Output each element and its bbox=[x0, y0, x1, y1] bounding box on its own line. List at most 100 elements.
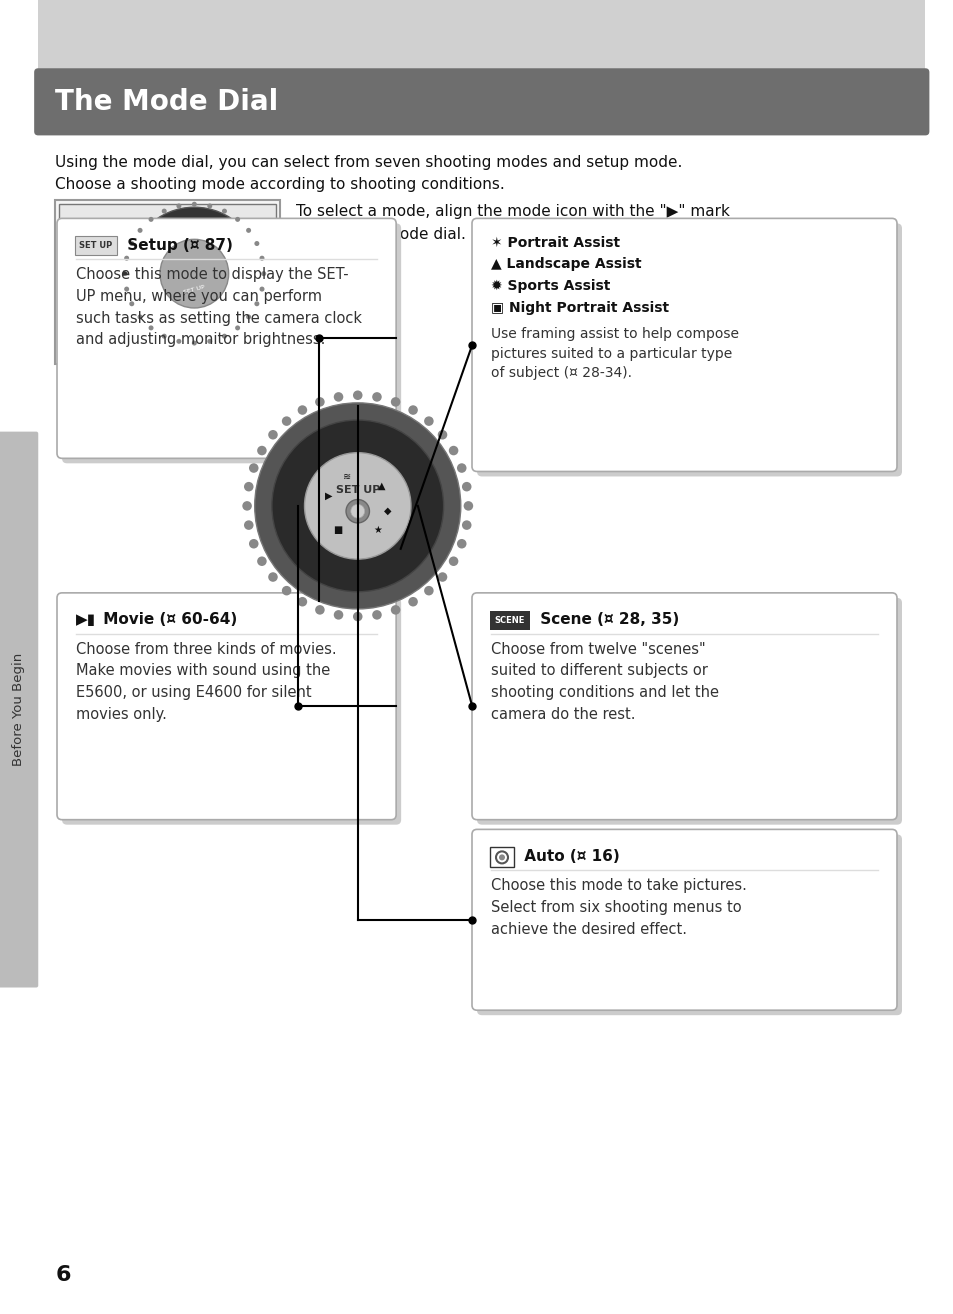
Circle shape bbox=[254, 240, 259, 246]
Text: Auto (¤ 16): Auto (¤ 16) bbox=[518, 849, 619, 863]
FancyBboxPatch shape bbox=[57, 218, 395, 459]
Text: Using the mode dial, you can select from seven shooting modes and setup mode.: Using the mode dial, you can select from… bbox=[55, 155, 682, 170]
Circle shape bbox=[351, 505, 364, 518]
Text: 6: 6 bbox=[55, 1265, 71, 1285]
Text: ◆: ◆ bbox=[384, 506, 392, 516]
Circle shape bbox=[437, 573, 447, 582]
Text: ■: ■ bbox=[333, 524, 342, 535]
Circle shape bbox=[261, 271, 266, 276]
Circle shape bbox=[244, 520, 253, 530]
Circle shape bbox=[456, 539, 466, 548]
Text: Choose from three kinds of movies.
Make movies with sound using the
E5600, or us: Choose from three kinds of movies. Make … bbox=[76, 641, 336, 721]
Circle shape bbox=[162, 334, 167, 339]
Text: The Mode Dial: The Mode Dial bbox=[55, 88, 278, 116]
Circle shape bbox=[207, 204, 213, 209]
FancyBboxPatch shape bbox=[476, 598, 901, 825]
Circle shape bbox=[249, 539, 258, 548]
Circle shape bbox=[346, 499, 369, 523]
Circle shape bbox=[254, 403, 460, 608]
Text: SET UP: SET UP bbox=[183, 284, 205, 294]
Circle shape bbox=[234, 326, 240, 330]
FancyBboxPatch shape bbox=[490, 611, 530, 629]
Circle shape bbox=[268, 573, 277, 582]
Text: Setup (¤ 87): Setup (¤ 87) bbox=[122, 238, 233, 252]
Text: SET UP: SET UP bbox=[335, 485, 379, 495]
Text: SCENE: SCENE bbox=[495, 616, 525, 625]
Circle shape bbox=[122, 271, 128, 276]
Text: ✹ Sports Assist: ✹ Sports Assist bbox=[491, 280, 610, 293]
Text: ★: ★ bbox=[373, 524, 381, 535]
Circle shape bbox=[254, 301, 259, 306]
Bar bbox=[38, 0, 924, 72]
Text: ▶: ▶ bbox=[122, 271, 128, 277]
Circle shape bbox=[257, 556, 267, 566]
FancyBboxPatch shape bbox=[476, 223, 901, 477]
FancyBboxPatch shape bbox=[34, 68, 928, 135]
Circle shape bbox=[463, 501, 473, 511]
Text: ✶ Portrait Assist: ✶ Portrait Assist bbox=[491, 235, 619, 250]
Circle shape bbox=[408, 405, 417, 415]
Bar bbox=[55, 200, 279, 364]
Circle shape bbox=[124, 256, 129, 260]
Circle shape bbox=[314, 397, 324, 406]
FancyBboxPatch shape bbox=[472, 829, 896, 1010]
Circle shape bbox=[391, 606, 400, 615]
FancyBboxPatch shape bbox=[490, 848, 514, 867]
Circle shape bbox=[176, 204, 181, 209]
Circle shape bbox=[149, 217, 153, 222]
Circle shape bbox=[176, 339, 181, 344]
Circle shape bbox=[268, 430, 277, 439]
Circle shape bbox=[130, 301, 134, 306]
Circle shape bbox=[137, 227, 142, 233]
Circle shape bbox=[257, 445, 267, 456]
Circle shape bbox=[192, 340, 196, 346]
Circle shape bbox=[128, 208, 260, 340]
Text: Choose this mode to take pictures.
Select from six shooting menus to
achieve the: Choose this mode to take pictures. Selec… bbox=[491, 878, 746, 937]
Circle shape bbox=[437, 430, 447, 439]
Circle shape bbox=[498, 854, 504, 861]
Text: Choose a shooting mode according to shooting conditions.: Choose a shooting mode according to shoo… bbox=[55, 177, 504, 192]
Text: Choose this mode to display the SET-
UP menu, where you can perform
such tasks a: Choose this mode to display the SET- UP … bbox=[76, 267, 361, 347]
Text: ▣ Night Portrait Assist: ▣ Night Portrait Assist bbox=[491, 301, 668, 315]
Circle shape bbox=[207, 339, 213, 344]
Text: Movie (¤ 60-64): Movie (¤ 60-64) bbox=[98, 612, 237, 627]
Text: ▲: ▲ bbox=[377, 481, 385, 491]
FancyBboxPatch shape bbox=[0, 431, 38, 988]
Circle shape bbox=[162, 209, 167, 214]
Circle shape bbox=[304, 452, 411, 560]
Circle shape bbox=[246, 314, 251, 319]
Circle shape bbox=[314, 606, 324, 615]
Text: Use framing assist to help compose
pictures suited to a particular type
of subje: Use framing assist to help compose pictu… bbox=[491, 327, 739, 380]
Circle shape bbox=[334, 392, 343, 402]
Circle shape bbox=[222, 209, 227, 214]
FancyBboxPatch shape bbox=[472, 593, 896, 820]
Text: ▶: ▶ bbox=[325, 490, 333, 501]
Circle shape bbox=[137, 314, 142, 319]
Circle shape bbox=[424, 417, 434, 426]
Circle shape bbox=[334, 610, 343, 620]
Circle shape bbox=[408, 597, 417, 607]
Circle shape bbox=[244, 482, 253, 491]
FancyBboxPatch shape bbox=[62, 598, 400, 825]
Circle shape bbox=[259, 256, 264, 260]
Text: Before You Begin: Before You Begin bbox=[11, 653, 25, 766]
Circle shape bbox=[353, 612, 362, 622]
Text: Scene (¤ 28, 35): Scene (¤ 28, 35) bbox=[535, 612, 679, 627]
FancyBboxPatch shape bbox=[57, 593, 395, 820]
Text: ≋: ≋ bbox=[343, 472, 351, 482]
Circle shape bbox=[149, 326, 153, 330]
Circle shape bbox=[246, 227, 251, 233]
Text: ▶▮: ▶▮ bbox=[76, 612, 96, 627]
Circle shape bbox=[297, 405, 307, 415]
Circle shape bbox=[372, 392, 381, 402]
FancyBboxPatch shape bbox=[62, 223, 400, 464]
Circle shape bbox=[281, 586, 291, 595]
Text: To select a mode, align the mode icon with the "▶" mark
next to the mode dial.: To select a mode, align the mode icon wi… bbox=[295, 204, 729, 242]
Circle shape bbox=[192, 202, 196, 206]
Circle shape bbox=[222, 334, 227, 339]
Text: SET UP: SET UP bbox=[79, 242, 112, 251]
Circle shape bbox=[259, 286, 264, 292]
Circle shape bbox=[272, 420, 443, 591]
Circle shape bbox=[249, 464, 258, 473]
Circle shape bbox=[353, 390, 362, 399]
